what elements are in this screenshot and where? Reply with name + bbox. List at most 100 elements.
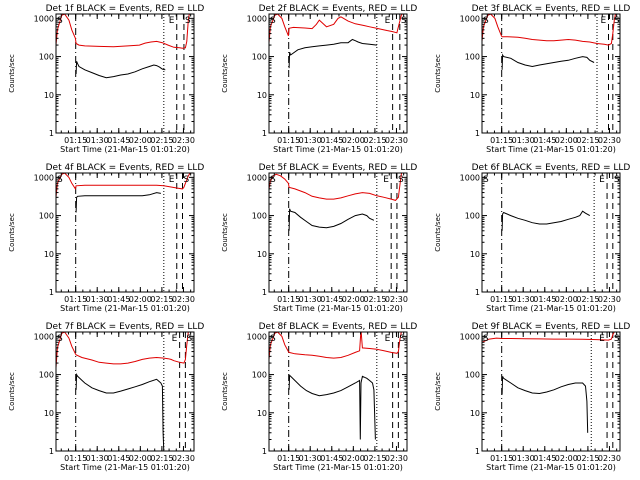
x-tick-label: 02:00: [342, 136, 365, 145]
x-tick-label: 01:45: [320, 295, 343, 304]
y-tick-label: 10: [257, 250, 267, 259]
end-marker-label: E: [172, 334, 178, 344]
panel-title: Det 7f BLACK = Events, RED = LLD: [46, 322, 205, 332]
y-tick-label: 1: [49, 129, 54, 138]
y-tick-label: 100: [465, 212, 480, 221]
end-marker-label: E: [599, 334, 605, 344]
series-events-line: [288, 38, 377, 69]
axes-frame: [55, 13, 195, 134]
panel-det-2: Det 2f BLACK = Events, RED = LLD10001001…: [221, 4, 417, 154]
x-tick-label: 02:00: [129, 295, 152, 304]
series-lld-line: [56, 173, 191, 198]
end-marker-label: E: [169, 16, 175, 26]
y-tick-label: 100: [39, 371, 54, 380]
y-tick-label: 1: [262, 447, 267, 456]
axes-frame: [268, 13, 408, 134]
x-axis-label: Start Time (21-Mar-15 01:01:20): [273, 463, 403, 472]
series-events-line: [501, 376, 589, 433]
x-tick-label: 01:30: [512, 295, 535, 304]
series-events-line: [75, 192, 161, 213]
axes-frame: [55, 172, 195, 293]
x-tick-label: 01:15: [490, 136, 513, 145]
start-marker-label-right: S: [614, 175, 620, 185]
series-events-line: [288, 374, 376, 440]
y-tick-label: 1000: [34, 332, 54, 341]
x-tick-label: 02:30: [598, 454, 621, 463]
y-tick-label: 1000: [460, 14, 480, 23]
x-tick-label: 02:30: [598, 295, 621, 304]
y-axis-label: Counts/sec: [8, 372, 16, 411]
x-tick-label: 02:00: [342, 295, 365, 304]
x-axis-label: Start Time (21-Mar-15 01:01:20): [273, 145, 403, 154]
y-tick-label: 1: [475, 129, 480, 138]
start-marker-label-right: S: [184, 175, 190, 185]
x-axis-label: Start Time (21-Mar-15 01:01:20): [60, 145, 190, 154]
y-tick-label: 100: [39, 212, 54, 221]
x-tick-label: 01:15: [64, 454, 87, 463]
y-axis-label: Counts/sec: [8, 213, 16, 252]
x-tick-label: 02:15: [150, 136, 173, 145]
panel-det-1: Det 1f BLACK = Events, RED = LLD10001001…: [8, 4, 204, 154]
y-tick-label: 10: [470, 409, 480, 418]
panel-title: Det 6f BLACK = Events, RED = LLD: [472, 163, 631, 173]
x-tick-label: 02:30: [172, 454, 195, 463]
y-axis-label: Counts/sec: [434, 372, 442, 411]
start-marker-label: S: [57, 16, 63, 26]
panel-title: Det 5f BLACK = Events, RED = LLD: [259, 163, 418, 173]
start-marker-label: S: [483, 16, 489, 26]
start-marker-label: S: [270, 16, 276, 26]
x-tick-label: 01:30: [299, 454, 322, 463]
end-marker-label: E: [383, 175, 389, 185]
series-events-line: [501, 210, 591, 231]
series-events-line: [75, 61, 166, 79]
series-group: [56, 14, 190, 79]
series-lld-line: [269, 173, 403, 201]
x-tick-label: 02:00: [555, 136, 578, 145]
start-marker-label: S: [57, 175, 63, 185]
x-tick-label: 01:30: [512, 454, 535, 463]
start-marker-label-right: S: [398, 175, 404, 185]
x-tick-label: 02:30: [385, 454, 408, 463]
x-tick-label: 01:30: [86, 136, 109, 145]
x-tick-label: 01:45: [320, 454, 343, 463]
panel-det-9: Det 9f BLACK = Events, RED = LLD10001001…: [434, 322, 630, 472]
x-tick-label: 02:15: [363, 454, 386, 463]
axes-frame: [268, 172, 408, 293]
start-marker-label: S: [57, 334, 63, 344]
end-marker-label: E: [601, 16, 607, 26]
y-tick-label: 1000: [247, 332, 267, 341]
series-lld-line: [56, 14, 190, 49]
panel-title: Det 3f BLACK = Events, RED = LLD: [472, 4, 631, 14]
x-tick-label: 02:00: [129, 454, 152, 463]
x-tick-label: 02:15: [576, 454, 599, 463]
y-tick-label: 10: [257, 91, 267, 100]
y-tick-label: 100: [39, 53, 54, 62]
x-axis-label: Start Time (21-Mar-15 01:01:20): [273, 304, 403, 313]
series-group: [56, 332, 189, 451]
axes-frame: [481, 13, 621, 134]
series-group: [482, 14, 616, 70]
x-tick-label: 01:15: [64, 136, 87, 145]
y-tick-label: 10: [44, 91, 54, 100]
end-marker-label: E: [385, 16, 391, 26]
x-tick-label: 02:00: [555, 454, 578, 463]
series-events-line: [501, 53, 595, 70]
x-tick-label: 01:45: [533, 295, 556, 304]
start-marker-label-right: S: [399, 334, 405, 344]
series-lld-line: [482, 332, 615, 343]
y-tick-label: 1000: [247, 173, 267, 182]
x-tick-label: 01:30: [86, 454, 109, 463]
series-lld-line: [269, 14, 403, 43]
y-axis-label: Counts/sec: [434, 213, 442, 252]
x-tick-label: 01:45: [107, 454, 130, 463]
x-tick-label: 01:30: [299, 295, 322, 304]
x-tick-label: 01:45: [533, 136, 556, 145]
panel-title: Det 1f BLACK = Events, RED = LLD: [46, 4, 205, 14]
series-events-line: [288, 208, 375, 231]
x-tick-label: 02:15: [576, 136, 599, 145]
x-tick-label: 02:00: [129, 136, 152, 145]
x-tick-label: 02:30: [385, 295, 408, 304]
axes-frame: [268, 331, 408, 452]
